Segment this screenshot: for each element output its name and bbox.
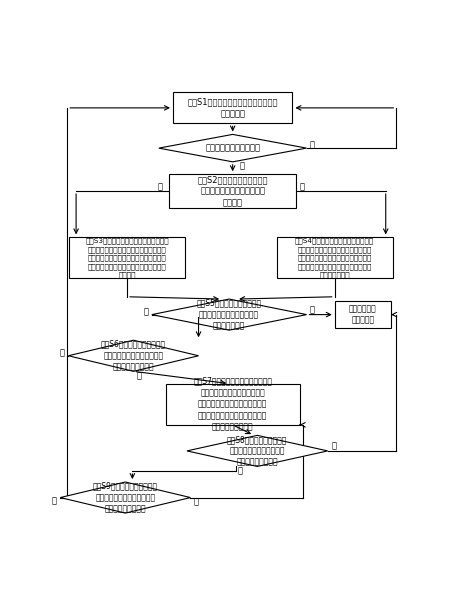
Text: 步骤S7：机器人以所述前进方向上，
距离上一所述目标点的直线距离
为第二预设距离的位置点作为新的
目标点，控制所述机器人继续沿所
述障碍物的边沿行走: 步骤S7：机器人以所述前进方向上， 距离上一所述目标点的直线距离 为第二预设距离…	[193, 377, 272, 432]
Bar	[169, 174, 296, 208]
Bar	[335, 301, 391, 328]
Text: 是: 是	[52, 497, 57, 505]
Text: 并判断是否检测到障碍物: 并判断是否检测到障碍物	[205, 144, 260, 153]
Text: 步骤S3：基于所述障碍物的信息，以绕过
所述障碍物且在机器人当前的前进方向上
的一个位置点作为目标点，控制机器人导
航至所述目标点后，继续沿所述中间引导
信号回: 步骤S3：基于所述障碍物的信息，以绕过 所述障碍物且在机器人当前的前进方向上 的…	[85, 238, 169, 278]
Text: 否: 否	[310, 140, 315, 149]
Polygon shape	[152, 299, 306, 330]
Polygon shape	[159, 134, 306, 162]
Text: 步骤S4：机器人以当前的前进方向上，
距离所述机器人的直线距离为第一预设
距离的位置点作为目标点，控制所述机
器人以当前位置点为起始点，沿所述障
碍物的边沿行走: 步骤S4：机器人以当前的前进方向上， 距离所述机器人的直线距离为第一预设 距离的…	[295, 238, 375, 278]
Bar	[173, 92, 292, 124]
Text: 否: 否	[300, 182, 305, 191]
Text: 是: 是	[310, 305, 315, 315]
Text: 步骤S6：所述机器人判断是否
到达所述目标点所在的与所述
前进方向垂直的直线: 步骤S6：所述机器人判断是否 到达所述目标点所在的与所述 前进方向垂直的直线	[101, 340, 166, 372]
Polygon shape	[60, 482, 191, 513]
Text: 否: 否	[237, 466, 242, 476]
Text: 步骤S8：所述机器人在行走
的过程中实时判断是否检测
到所述中间引导信号: 步骤S8：所述机器人在行走 的过程中实时判断是否检测 到所述中间引导信号	[227, 435, 287, 467]
Text: 步骤S5：所述机器人在行走的
过程中实时判断是否检测到所
述中间引导信号: 步骤S5：所述机器人在行走的 过程中实时判断是否检测到所 述中间引导信号	[197, 299, 262, 330]
Text: 步骤S2：机器人分析此前的行
走记录数据是否位于当前障碍
物的信息: 步骤S2：机器人分析此前的行 走记录数据是否位于当前障碍 物的信息	[197, 175, 268, 207]
Text: 是: 是	[331, 442, 336, 451]
Text: 否: 否	[137, 371, 142, 380]
Text: 步骤S1：机器人沿充电座发出的中间引
导信号回座: 步骤S1：机器人沿充电座发出的中间引 导信号回座	[188, 97, 278, 118]
Polygon shape	[69, 340, 198, 371]
Bar	[69, 238, 185, 279]
Text: 是: 是	[240, 161, 245, 170]
Bar	[276, 238, 393, 279]
Text: 沿所述中间引
导信号行走: 沿所述中间引 导信号行走	[349, 304, 377, 325]
Bar	[166, 384, 300, 425]
Text: 是: 是	[157, 182, 163, 191]
Text: 步骤S9：所述机器人判断是否
到达所述目标点所在的与所述
前进方向垂直的直线: 步骤S9：所述机器人判断是否 到达所述目标点所在的与所述 前进方向垂直的直线	[93, 482, 158, 513]
Text: 否: 否	[143, 308, 148, 317]
Text: 否: 否	[194, 498, 199, 507]
Text: 是: 是	[60, 349, 65, 358]
Polygon shape	[187, 435, 328, 466]
